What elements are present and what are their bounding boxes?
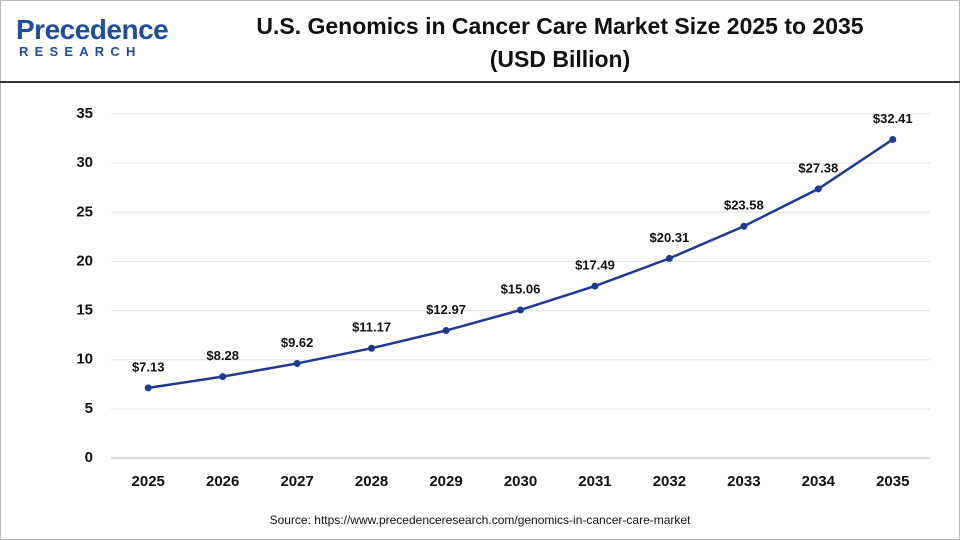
x-tick-label: 2025 — [132, 473, 165, 490]
x-tick-label: 2027 — [280, 473, 313, 490]
x-tick-label: 2034 — [802, 473, 836, 490]
y-tick-label: 25 — [76, 203, 93, 220]
y-tick-label: 20 — [76, 252, 93, 269]
logo-name: Precedence — [16, 14, 169, 45]
x-tick-label: 2028 — [355, 473, 388, 490]
x-tick-label: 2033 — [727, 473, 760, 490]
value-label: $11.17 — [352, 320, 391, 335]
point — [293, 359, 301, 367]
point — [814, 185, 822, 193]
value-label: $27.38 — [798, 160, 838, 175]
line — [148, 138, 894, 390]
x-tick-label: 2031 — [578, 473, 611, 490]
value-label: $8.28 — [206, 348, 239, 363]
value-label: $9.62 — [281, 335, 314, 350]
logo-tagline: RESEARCH — [19, 44, 142, 59]
chart-title: U.S. Genomics in Cancer Care Market Size… — [256, 13, 864, 72]
y-tick-label: 35 — [76, 105, 93, 122]
point — [368, 344, 376, 352]
value-label: $17.49 — [575, 258, 615, 273]
value-label: $7.13 — [132, 359, 165, 374]
point — [144, 384, 152, 392]
y-tick-label: 10 — [76, 351, 93, 368]
x-tick-label: 2026 — [206, 473, 239, 490]
x-tick-label: 2035 — [876, 473, 909, 490]
value-label: $12.97 — [426, 302, 466, 317]
point — [517, 306, 524, 314]
y-tick-label: 5 — [85, 400, 93, 417]
point — [591, 282, 599, 290]
point — [219, 373, 227, 381]
value-label: $20.31 — [650, 230, 690, 245]
x-tick-label: 2032 — [653, 473, 686, 490]
point — [740, 222, 748, 230]
x-tick-label: 2030 — [504, 473, 537, 490]
value-label: $15.06 — [501, 281, 541, 296]
point — [442, 327, 450, 335]
y-tick-label: 15 — [76, 302, 93, 319]
point — [665, 254, 673, 262]
y-tick-label: 30 — [76, 154, 93, 171]
value-label: $32.41 — [873, 111, 913, 126]
source: Source: https://www.precedenceresearch.c… — [270, 513, 691, 527]
value-label: $23.58 — [724, 198, 764, 213]
point — [889, 135, 897, 143]
x-tick-label: 2029 — [429, 473, 462, 490]
y-tick-label: 0 — [85, 449, 93, 466]
